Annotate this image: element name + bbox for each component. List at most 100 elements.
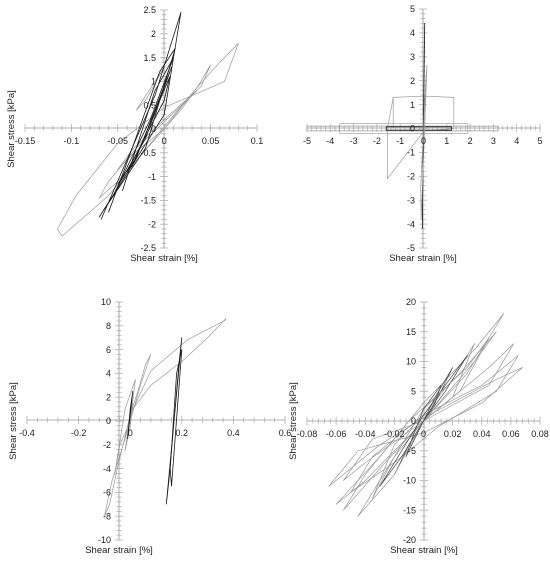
series-line-4 xyxy=(136,66,165,111)
y-tick-label: 2 xyxy=(410,76,415,86)
series-line-3 xyxy=(114,379,136,475)
y-tick-label: 0 xyxy=(151,124,156,134)
x-tick-label: -1 xyxy=(396,136,404,146)
y-tick-label: -1.5 xyxy=(140,196,156,206)
series-line-9 xyxy=(126,76,171,172)
y-tick-label: -2 xyxy=(103,440,111,450)
y-tick-label: 1 xyxy=(410,100,415,110)
x-tick-label: -0.05 xyxy=(108,136,129,146)
y-tick-label: 2.5 xyxy=(143,5,156,15)
chart-panel-2: -5 -4 -3 -2 -1 0 1 2 3 4 5 -5 -4 -3 -2 -1 0 1 2 3 4 5 Shear st… xyxy=(303,4,543,264)
series-line-1 xyxy=(129,318,227,416)
series-line-7 xyxy=(420,64,428,220)
x-tick-label: 0.08 xyxy=(531,429,549,439)
x-tick-label: 0.05 xyxy=(202,136,220,146)
y-tick-label: -3 xyxy=(407,195,415,205)
series-line-6 xyxy=(421,22,426,229)
y-tick-label: 0 xyxy=(410,124,415,134)
series-line-5 xyxy=(165,337,183,505)
x-tick-label: -0.15 xyxy=(15,136,36,146)
y-tick-label: -2 xyxy=(148,219,156,229)
chart-panel-4: -0.08 -0.06 -0.04 -0.02 0 0.02 0.04 0.06 0.08 -20… xyxy=(288,297,549,556)
series-line-1 xyxy=(57,42,239,237)
x-tick-label: -0.04 xyxy=(355,429,376,439)
x-tick-label: -2 xyxy=(373,136,381,146)
y-tick-label: -5 xyxy=(408,446,416,456)
series-line-1 xyxy=(335,313,504,505)
y-tick-label: 5 xyxy=(411,386,416,396)
series-line-10 xyxy=(405,384,442,458)
x-tick-label: 0.02 xyxy=(444,429,462,439)
y-axis-title: Shear stress [kPa] xyxy=(288,382,299,460)
y-tick-label: -8 xyxy=(103,511,111,521)
x-tick-label: -0.2 xyxy=(71,428,87,438)
x-tick-label: -0.4 xyxy=(19,428,35,438)
y-tick-label: 15 xyxy=(406,327,416,337)
x-tick-label: 0 xyxy=(128,428,133,438)
x-tick-label: 0.06 xyxy=(502,429,520,439)
x-tick-label: 3 xyxy=(491,136,496,146)
y-axis-title: Shear stress [kPa] xyxy=(6,90,17,168)
x-tick-label: 0.1 xyxy=(251,136,264,146)
y-tick-label: 8 xyxy=(106,321,111,331)
x-tick-label: -3 xyxy=(350,136,358,146)
x-tick-label: 0.04 xyxy=(473,429,491,439)
y-tick-label: -1 xyxy=(148,172,156,182)
x-tick-label: 0.6 xyxy=(279,428,292,438)
y-tick-label: 0 xyxy=(106,416,111,426)
x-tick-label: 2 xyxy=(468,136,473,146)
y-tick-label: -10 xyxy=(98,535,111,545)
y-tick-label: -15 xyxy=(403,505,416,515)
y-axis-title: Shear stress [kPa] xyxy=(8,382,19,460)
y-tick-label: 5 xyxy=(410,4,415,14)
y-tick-label: 1.5 xyxy=(143,53,156,63)
series-line-6 xyxy=(379,355,468,487)
series-line-7 xyxy=(112,57,174,196)
y-tick-label: 4 xyxy=(410,28,415,38)
y-tick-label: 10 xyxy=(406,357,416,367)
series-line-6 xyxy=(103,47,176,213)
x-tick-label: 0 xyxy=(421,429,426,439)
x-axis-title: Shear strain [%] xyxy=(389,253,457,264)
y-tick-label: 2 xyxy=(106,392,111,402)
x-axis-title: Shear strain [%] xyxy=(390,545,458,556)
y-tick-label: -20 xyxy=(403,535,416,545)
y-tick-label: 10 xyxy=(101,297,111,307)
x-tick-label: 1 xyxy=(444,136,449,146)
y-tick-label: 4 xyxy=(106,369,111,379)
x-axis-title: Shear strain [%] xyxy=(85,545,153,556)
series-line-2 xyxy=(350,355,519,493)
y-tick-label: -2 xyxy=(407,172,415,182)
y-tick-label: -10 xyxy=(403,476,416,486)
x-tick-label: -0.02 xyxy=(384,429,405,439)
y-tick-label: -2.5 xyxy=(140,243,156,253)
y-tick-label: -1 xyxy=(407,148,415,158)
x-tick-label: 0.2 xyxy=(176,428,189,438)
x-tick-label: -0.1 xyxy=(64,136,80,146)
y-tick-label: -4 xyxy=(407,219,415,229)
y-tick-label: -5 xyxy=(407,243,415,253)
series-line-4 xyxy=(328,367,523,487)
x-tick-label: -0.08 xyxy=(297,429,318,439)
series-line-5 xyxy=(385,126,452,131)
x-tick-label: 5 xyxy=(537,136,542,146)
series-line-8 xyxy=(117,66,173,187)
series-line-6 xyxy=(169,349,183,487)
x-tick-label: 4 xyxy=(514,136,519,146)
series-line-3 xyxy=(343,337,490,511)
y-tick-label: 0 xyxy=(411,416,416,426)
series-line-2 xyxy=(104,354,152,517)
series-line-3 xyxy=(117,90,198,170)
x-tick-label: 0 xyxy=(421,136,426,146)
series-line-3 xyxy=(306,125,499,132)
y-tick-label: -4 xyxy=(103,464,111,474)
y-tick-label: 3 xyxy=(410,52,415,62)
chart-panel-3: -0.4 -0.2 0 0.2 0.4 0.6 -10 -8 -6 -4 -2 0 2 4 6 8 10 Shea… xyxy=(8,297,291,556)
series-line-2 xyxy=(98,64,211,199)
x-axis-title: Shear strain [%] xyxy=(130,253,198,264)
x-tick-label: -5 xyxy=(303,136,311,146)
x-tick-label: -4 xyxy=(326,136,334,146)
series-line-5 xyxy=(98,11,182,220)
y-tick-label: 20 xyxy=(406,297,416,307)
